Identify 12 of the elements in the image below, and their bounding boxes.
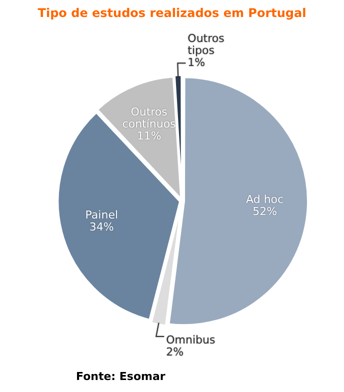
slice-label: Outros tipos xyxy=(188,32,225,57)
slice-label: Omnibus xyxy=(166,333,216,346)
slice-label: Ad hoc xyxy=(246,193,284,206)
data-label: 1% xyxy=(188,56,206,69)
chart-title: Tipo de estudos realizados em Portugal xyxy=(36,6,308,20)
slice-label: Outros contínuos xyxy=(122,106,176,131)
source-note: Fonte: Esomar xyxy=(76,370,166,383)
data-label: 11% xyxy=(136,130,162,143)
data-label: 2% xyxy=(166,345,184,358)
data-label: 34% xyxy=(89,220,114,234)
slice-label: Painel xyxy=(85,208,118,222)
data-label: 52% xyxy=(252,205,278,218)
